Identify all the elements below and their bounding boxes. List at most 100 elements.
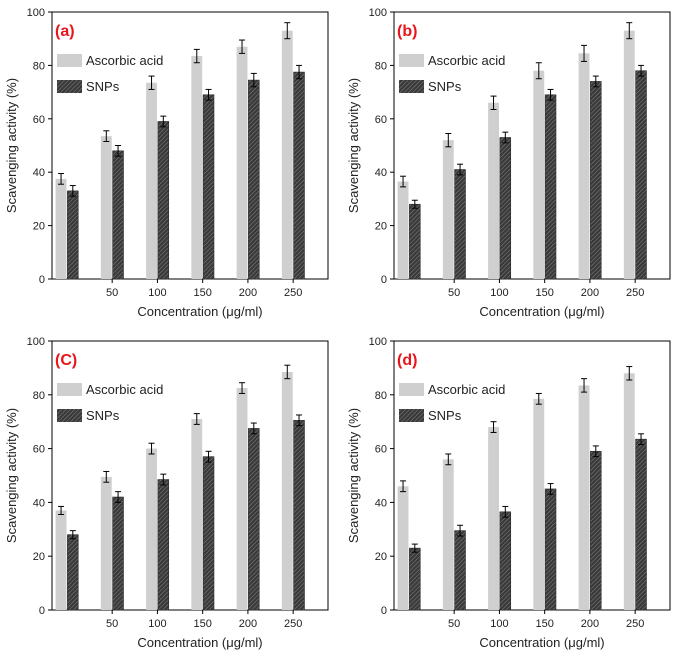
chart-panel-4: 0 20 40 60 80 100 50 100 150 200 250 Concentration … — [346, 336, 671, 650]
legend-swatch-snps — [57, 409, 82, 422]
bar-ascorbic-acid-200 — [236, 46, 248, 280]
bar-ascorbic-acid-200 — [578, 385, 590, 610]
y-tick-label: 0 — [381, 605, 387, 617]
y-tick-label: 100 — [369, 336, 387, 348]
x-tick-label: 50 — [106, 618, 118, 630]
bar-ascorbic-acid-50 — [100, 476, 112, 610]
y-tick-label: 40 — [33, 167, 45, 179]
y-tick-label: 0 — [39, 274, 45, 286]
x-tick-label: 250 — [284, 287, 302, 299]
bar-ascorbic-acid-150 — [191, 419, 203, 610]
legend-label-ascorbic-acid: Ascorbic acid — [428, 53, 505, 68]
bar-snps-low — [409, 203, 421, 280]
y-tick-label: 100 — [27, 7, 45, 19]
bar-ascorbic-acid-low — [397, 486, 409, 610]
y-axis-title: Scavenging activity (%) — [346, 408, 361, 543]
legend-swatch-ascorbic-acid — [57, 54, 82, 67]
bar-snps-200 — [248, 428, 260, 611]
bar-snps-250 — [635, 438, 647, 611]
legend-swatch-snps — [399, 80, 424, 93]
x-tick-label: 250 — [626, 287, 644, 299]
bar-snps-150 — [544, 94, 557, 280]
bar-ascorbic-acid-200 — [578, 53, 590, 280]
bar-ascorbic-acid-250 — [281, 371, 293, 610]
y-tick-label: 20 — [375, 551, 387, 563]
x-tick-label: 100 — [490, 287, 508, 299]
legend-swatch-snps — [399, 409, 424, 422]
y-tick-label: 0 — [381, 274, 387, 286]
bar-snps-100 — [499, 511, 512, 611]
y-tick-label: 80 — [375, 60, 387, 72]
bar-snps-100 — [157, 121, 170, 280]
x-tick-label: 100 — [148, 287, 166, 299]
bar-snps-200 — [248, 79, 260, 280]
x-tick-label: 250 — [626, 618, 644, 630]
y-tick-label: 40 — [33, 497, 45, 509]
y-tick-label: 100 — [369, 7, 387, 19]
y-tick-label: 60 — [33, 114, 45, 126]
y-tick-label: 100 — [27, 336, 45, 348]
bar-ascorbic-acid-100 — [146, 448, 157, 610]
plot-frame — [51, 340, 329, 611]
y-axis-title: Scavenging activity (%) — [4, 408, 19, 543]
bar-ascorbic-acid-50 — [100, 136, 112, 279]
x-tick-label: 50 — [106, 287, 118, 299]
y-tick-label: 40 — [375, 167, 387, 179]
legend-label-snps: SNPs — [86, 79, 120, 94]
x-tick-label: 200 — [239, 287, 257, 299]
x-tick-label: 150 — [193, 287, 211, 299]
bar-ascorbic-acid-150 — [191, 56, 203, 280]
y-tick-label: 80 — [33, 390, 45, 402]
bar-ascorbic-acid-250 — [623, 30, 635, 279]
x-tick-label: 100 — [148, 618, 166, 630]
y-axis-title: Scavenging activity (%) — [346, 78, 361, 213]
legend-swatch-ascorbic-acid — [399, 383, 424, 396]
bar-ascorbic-acid-200 — [236, 388, 248, 610]
legend-swatch-ascorbic-acid — [399, 54, 424, 67]
bar-snps-150 — [202, 456, 215, 611]
y-tick-label: 40 — [375, 497, 387, 509]
bar-ascorbic-acid-low — [397, 181, 409, 279]
plot-frame — [51, 11, 329, 280]
y-tick-label: 80 — [375, 390, 387, 402]
legend-label-snps: SNPs — [428, 408, 462, 423]
legend-label-ascorbic-acid: Ascorbic acid — [428, 382, 505, 397]
bar-ascorbic-acid-250 — [281, 30, 293, 279]
y-tick-label: 60 — [375, 114, 387, 126]
y-tick-label: 80 — [33, 60, 45, 72]
bar-ascorbic-acid-50 — [442, 459, 454, 610]
bar-ascorbic-acid-250 — [623, 373, 635, 610]
bar-snps-50 — [454, 169, 466, 280]
panel-label: (a) — [55, 23, 75, 40]
x-tick-label: 250 — [284, 618, 302, 630]
chart-panel-1: 0 20 40 60 80 100 50 100 150 200 250 Concentration … — [4, 7, 329, 319]
bar-snps-200 — [590, 450, 602, 611]
bar-snps-50 — [112, 150, 124, 280]
x-tick-label: 100 — [490, 618, 508, 630]
bar-snps-250 — [293, 71, 305, 280]
bar-snps-100 — [157, 479, 170, 611]
bar-snps-50 — [112, 496, 124, 611]
bar-snps-low — [67, 190, 79, 280]
legend-label-snps: SNPs — [428, 79, 462, 94]
bar-snps-50 — [454, 530, 466, 611]
bar-ascorbic-acid-150 — [533, 70, 545, 280]
chart-panel-2: 0 20 40 60 80 100 50 100 150 200 250 Concentration … — [346, 7, 671, 319]
bar-ascorbic-acid-100 — [146, 82, 157, 279]
x-axis-title: Concentration (μg/ml) — [137, 304, 262, 319]
legend-swatch-ascorbic-acid — [57, 383, 82, 396]
y-tick-label: 60 — [33, 444, 45, 456]
y-tick-label: 20 — [33, 551, 45, 563]
bar-snps-low — [409, 547, 421, 611]
bar-ascorbic-acid-low — [55, 178, 67, 279]
bar-ascorbic-acid-100 — [488, 102, 499, 279]
x-tick-label: 150 — [193, 618, 211, 630]
panel-label: (d) — [397, 352, 417, 369]
y-axis-title: Scavenging activity (%) — [4, 78, 19, 213]
plot-frame — [393, 340, 671, 611]
panel-label: (C) — [55, 352, 77, 369]
bar-snps-150 — [544, 488, 557, 611]
legend-label-ascorbic-acid: Ascorbic acid — [86, 53, 163, 68]
x-axis-title: Concentration (μg/ml) — [479, 304, 604, 319]
bar-ascorbic-acid-150 — [533, 398, 545, 610]
